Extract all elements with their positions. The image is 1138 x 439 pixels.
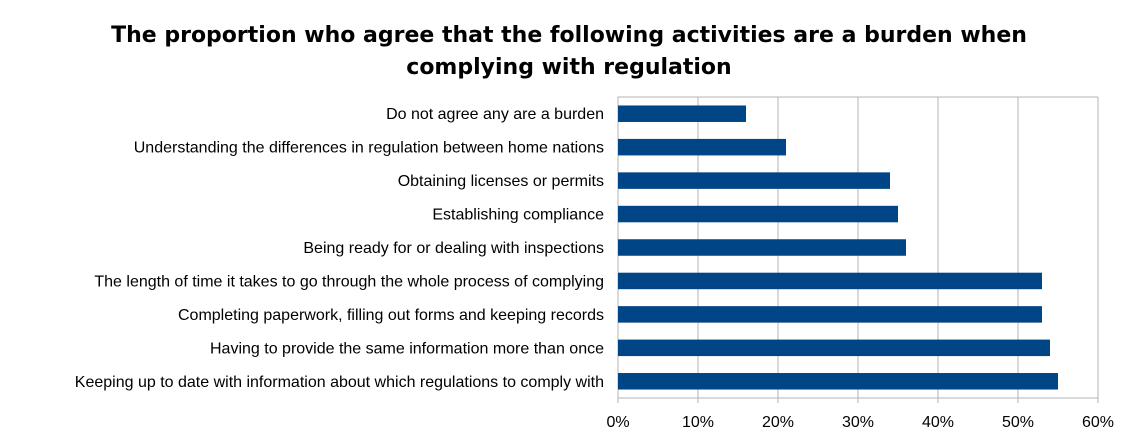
x-tick-label: 10% — [682, 414, 714, 431]
bar — [618, 373, 1058, 390]
category-label: Keeping up to date with information abou… — [75, 374, 604, 391]
chart-title: The proportion who agree that the follow… — [0, 20, 1138, 84]
bars — [618, 105, 1058, 390]
category-label: Completing paperwork, filling out forms … — [178, 307, 604, 324]
x-tick-label: 40% — [922, 414, 954, 431]
x-tick-label: 0% — [606, 414, 629, 431]
bar — [618, 138, 786, 156]
x-tick-label: 30% — [842, 414, 874, 431]
bar — [618, 205, 898, 223]
category-label: Understanding the differences in regulat… — [134, 140, 604, 157]
bar — [618, 239, 906, 256]
category-label: The length of time it takes to go throug… — [94, 273, 604, 290]
bar — [618, 105, 746, 122]
chart-title-line-2: complying with regulation — [406, 55, 732, 80]
category-label: Establishing compliance — [432, 207, 604, 224]
category-label: Being ready for or dealing with inspecti… — [303, 240, 604, 257]
bar — [618, 272, 1042, 290]
bar — [618, 306, 1042, 323]
category-label: Having to provide the same information m… — [210, 340, 604, 357]
category-label: Do not agree any are a burden — [386, 106, 604, 123]
category-label: Obtaining licenses or permits — [398, 173, 604, 190]
x-tick-label: 60% — [1082, 414, 1114, 431]
bar — [618, 339, 1050, 357]
x-axis-ticks: 0% 10% 20% 30% 40% 50% 60% — [606, 414, 1114, 431]
bar — [618, 172, 890, 189]
chart-title-line-1: The proportion who agree that the follow… — [111, 23, 1027, 48]
category-labels: Do not agree any are a burden Understandi… — [75, 106, 604, 391]
x-tick-label: 50% — [1002, 414, 1034, 431]
x-tick-label: 20% — [762, 414, 794, 431]
